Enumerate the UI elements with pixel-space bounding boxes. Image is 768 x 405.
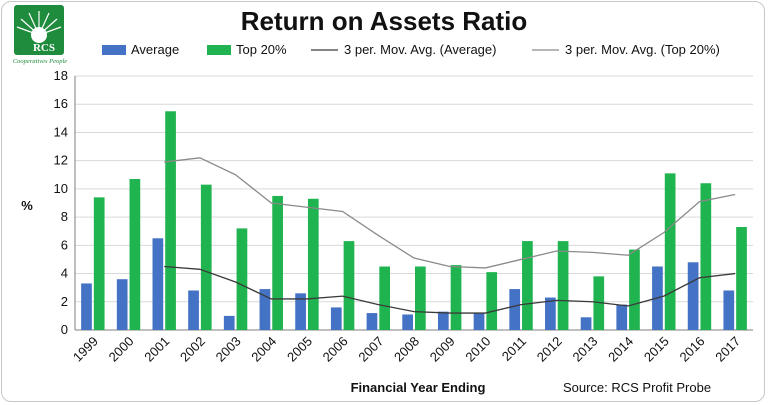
y-tick-label: 14	[54, 124, 68, 139]
x-tick-label: 2001	[141, 334, 172, 365]
bar-average	[259, 289, 271, 330]
y-tick-label: 12	[54, 153, 68, 168]
bar-top-20-	[450, 265, 462, 330]
legend-label: Average	[131, 42, 179, 57]
y-tick-label: 0	[61, 322, 68, 337]
logo-sunburst-icon: RCS	[14, 5, 64, 55]
x-axis-label: Financial Year Ending	[351, 380, 486, 395]
x-tick-label: 2005	[284, 334, 315, 365]
bar-top-20-	[522, 241, 533, 330]
bar-top-20-	[272, 195, 283, 330]
legend-label: Top 20%	[236, 42, 287, 57]
x-tick-label: 2017	[712, 334, 743, 365]
trendline-3-per-mov-avg-top-20-	[164, 157, 736, 269]
legend-swatch	[207, 45, 231, 55]
y-tick-label: 10	[54, 181, 68, 196]
bar-top-20-	[557, 241, 569, 330]
bar-average	[152, 238, 164, 330]
bar-top-20-	[736, 226, 747, 330]
bar-top-20-	[129, 179, 141, 330]
x-tick-label: 2003	[213, 334, 244, 365]
x-tick-label: 2010	[462, 334, 493, 365]
y-tick-label: 2	[61, 294, 68, 309]
bar-top-20-	[379, 266, 391, 330]
y-tick-label: 8	[61, 209, 68, 224]
x-tick-label: 2012	[534, 334, 565, 365]
x-tick-label: 2016	[677, 334, 708, 365]
x-tick-label: 2004	[248, 334, 279, 365]
bar-average	[473, 313, 485, 330]
bar-average	[580, 317, 592, 330]
bar-average	[366, 313, 378, 330]
bar-top-20-	[664, 173, 676, 330]
legend-label: 3 per. Mov. Avg. (Average)	[344, 42, 496, 57]
x-tick-label: 1999	[70, 334, 101, 365]
bar-average	[295, 293, 306, 330]
bar-average	[81, 283, 92, 330]
x-tick-label: 2013	[569, 334, 600, 365]
source-note: Source: RCS Profit Probe	[563, 380, 711, 395]
bar-top-20-	[629, 249, 640, 330]
bar-top-20-	[165, 111, 176, 331]
bar-top-20-	[415, 266, 426, 330]
x-tick-label: 2011	[499, 334, 529, 364]
x-tick-label: 2000	[106, 334, 137, 365]
bar-average	[509, 289, 521, 330]
x-tick-label: 2006	[320, 334, 351, 365]
rcs-logo: RCS Cooperatives People	[9, 5, 69, 73]
y-tick-label: 18	[54, 68, 68, 83]
bar-average	[723, 290, 735, 330]
bar-top-20-	[307, 198, 319, 330]
bar-top-20-	[700, 183, 712, 330]
bar-average	[616, 304, 628, 330]
bar-top-20-	[486, 272, 498, 330]
y-tick-label: 16	[54, 96, 68, 111]
legend-swatch	[102, 45, 126, 55]
x-tick-label: 2014	[605, 334, 636, 365]
bar-average	[687, 262, 699, 330]
bar-average	[330, 307, 342, 330]
logo-tagline: Cooperatives People	[12, 58, 68, 65]
legend-label: 3 per. Mov. Avg. (Top 20%)	[565, 42, 720, 57]
x-tick-label: 2009	[427, 334, 458, 365]
x-tick-label: 2007	[355, 334, 386, 365]
bar-top-20-	[343, 241, 355, 330]
bar-top-20-	[93, 197, 105, 330]
bar-average	[545, 297, 556, 330]
x-tick-label: 2015	[641, 334, 672, 365]
bar-top-20-	[236, 228, 248, 330]
y-axis-label: %	[21, 198, 33, 213]
bar-average	[402, 314, 413, 330]
y-tick-label: 6	[61, 237, 68, 252]
bar-average	[188, 290, 199, 330]
trendline-3-per-mov-avg-average-	[164, 265, 736, 314]
chart-title: Return on Assets Ratio	[240, 6, 528, 36]
logo-text: RCS	[32, 42, 55, 54]
bar-average	[116, 279, 128, 330]
y-tick-label: 4	[61, 266, 68, 281]
x-tick-label: 2002	[177, 334, 208, 365]
x-tick-label: 2008	[391, 334, 422, 365]
bar-top-20-	[200, 184, 212, 330]
bar-top-20-	[593, 276, 605, 330]
bar-average	[223, 315, 235, 330]
bar-average	[437, 311, 449, 330]
